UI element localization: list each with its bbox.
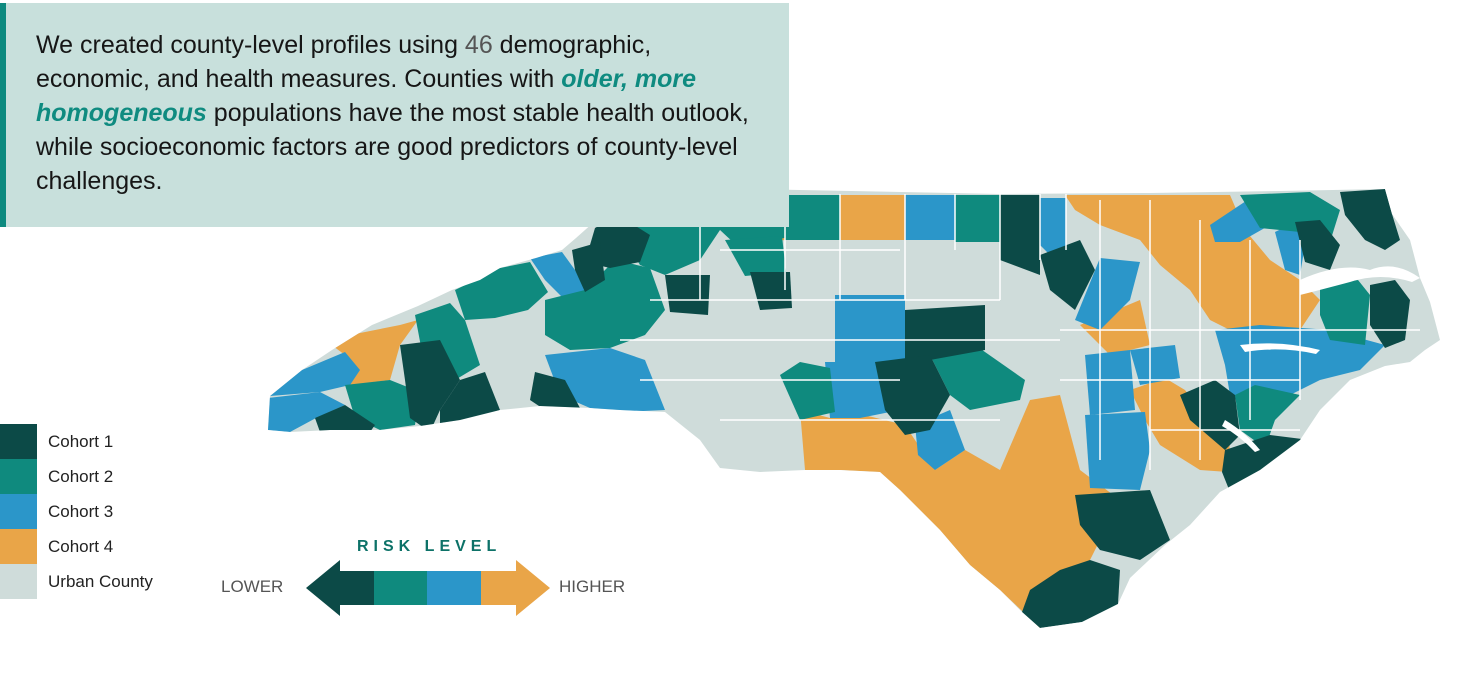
county-region (725, 236, 786, 276)
arrow-head-right (481, 560, 550, 616)
risk-level-title: RISK LEVEL (357, 538, 502, 555)
county-group-cohort3 (268, 195, 1385, 490)
county-region (572, 242, 605, 292)
county-region (1340, 189, 1400, 250)
county-region (1040, 240, 1095, 310)
county-region (455, 262, 548, 320)
legend-item-cohort1: Cohort 1 (0, 424, 153, 459)
risk-lower-label: LOWER (221, 577, 284, 596)
county-region (955, 195, 1000, 242)
county-region (1085, 412, 1150, 490)
county-region (545, 348, 665, 412)
county-region (1275, 220, 1305, 275)
risk-level-arrow (306, 560, 550, 616)
risk-higher-label: HIGHER (559, 577, 626, 596)
county-region (1320, 280, 1370, 345)
county-region (1180, 380, 1240, 450)
county-region (270, 352, 360, 396)
arrow-segment-cohort2 (374, 571, 427, 605)
county-region (780, 362, 835, 420)
county-region (840, 195, 905, 240)
county-region (1130, 378, 1230, 472)
legend-item-cohort2: Cohort 2 (0, 459, 153, 494)
county-region (1022, 560, 1120, 628)
sound-water (1300, 266, 1420, 295)
county-region (268, 392, 345, 432)
county-region (400, 340, 460, 432)
arrow-head-left (306, 560, 374, 616)
legend-label: Cohort 3 (48, 501, 114, 521)
county-region (315, 405, 375, 432)
county-region (665, 275, 710, 315)
county-region (800, 395, 1120, 628)
summary-callout: We created county-level profiles using 4… (0, 3, 789, 227)
county-region (835, 295, 905, 362)
summary-text-part-1: We created county-level profiles using (36, 31, 465, 59)
legend-label: Urban County (48, 571, 153, 591)
legend-item-urban: Urban County (0, 564, 153, 599)
county-region (1075, 258, 1140, 330)
county-region (930, 345, 1025, 410)
county-region (1075, 490, 1170, 560)
county-group-cohort1 (315, 189, 1410, 628)
legend-swatch (0, 459, 37, 494)
legend-item-cohort4: Cohort 4 (0, 529, 153, 564)
legend-label: Cohort 4 (48, 536, 114, 556)
summary-text-part-2: demographic, economic, and health measur… (36, 31, 652, 93)
county-region (825, 362, 890, 418)
summary-emphasis: older, more homogeneous (36, 65, 697, 127)
county-region (545, 260, 665, 350)
county-region (1040, 198, 1066, 255)
county-region (1085, 350, 1135, 415)
arrow-segment-cohort3 (427, 571, 481, 605)
county-region (1370, 280, 1410, 348)
legend-item-cohort3: Cohort 3 (0, 494, 153, 529)
summary-text-part-3: populations have the most stable health … (36, 99, 749, 195)
county-region (1295, 220, 1340, 270)
legend-swatch (0, 564, 37, 599)
coastal-water (1222, 266, 1420, 452)
county-region (1235, 385, 1300, 448)
sound-water (1240, 343, 1320, 354)
county-region (1065, 195, 1320, 335)
county-region (1080, 300, 1150, 355)
legend-swatch (0, 424, 37, 459)
county-region (785, 195, 840, 240)
county-region (1000, 195, 1040, 275)
county-region (875, 355, 950, 435)
legend-swatch (0, 529, 37, 564)
measure-count: 46 (464, 31, 493, 59)
county-region (1130, 345, 1180, 385)
legend-label: Cohort 2 (48, 466, 114, 486)
legend-swatch (0, 494, 37, 529)
county-region (905, 195, 955, 240)
cohort-legend: Cohort 1 Cohort 2 Cohort 3 Cohort 4 Urba… (0, 424, 153, 599)
sound-water (1222, 420, 1260, 452)
county-region (530, 372, 580, 410)
county-region (530, 252, 585, 300)
county-region (905, 305, 985, 360)
summary-text: We created county-level profiles using 4… (36, 28, 756, 198)
county-borders (620, 188, 1420, 470)
legend-label: Cohort 1 (48, 431, 114, 451)
